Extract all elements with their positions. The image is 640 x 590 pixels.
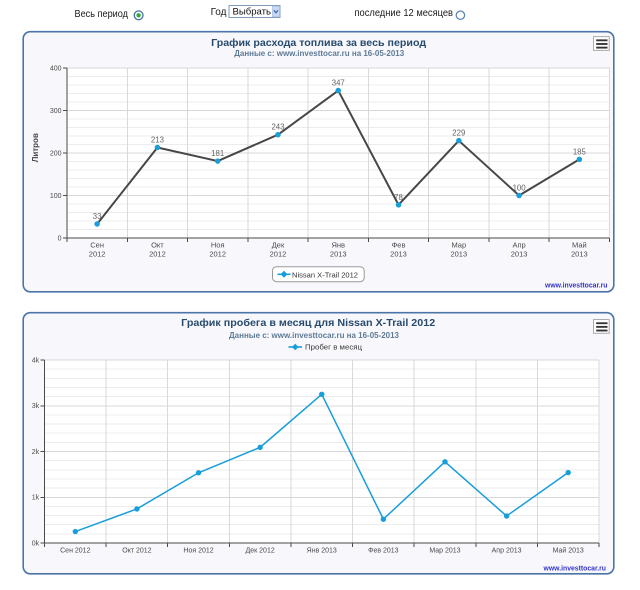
- svg-text:Май 2013: Май 2013: [553, 546, 584, 554]
- svg-text:400: 400: [50, 65, 62, 72]
- svg-text:2012: 2012: [149, 249, 166, 258]
- svg-text:Фев 2013: Фев 2013: [368, 547, 399, 554]
- svg-text:100: 100: [50, 193, 62, 200]
- svg-text:Ноя: Ноя: [211, 240, 225, 249]
- svg-text:График пробега в месяц для Nis: График пробега в месяц для Nissan X-Trai…: [181, 317, 435, 329]
- svg-text:Сен: Сен: [90, 240, 104, 249]
- svg-text:Сен 2012: Сен 2012: [60, 547, 90, 554]
- svg-text:Данные с: www.investtocar.ru н: Данные с: www.investtocar.ru на 16-05-20…: [234, 49, 405, 58]
- svg-text:347: 347: [332, 79, 345, 88]
- svg-text:последние 12 месяцев: последние 12 месяцев: [355, 8, 454, 19]
- svg-text:2012: 2012: [209, 249, 226, 258]
- svg-text:Янв 2013: Янв 2013: [307, 547, 337, 554]
- svg-text:33: 33: [93, 212, 102, 221]
- svg-text:2013: 2013: [511, 249, 528, 258]
- svg-text:300: 300: [50, 108, 62, 115]
- svg-text:213: 213: [151, 135, 164, 144]
- svg-text:200: 200: [50, 150, 62, 157]
- svg-text:Окт 2012: Окт 2012: [122, 547, 151, 554]
- svg-text:229: 229: [452, 129, 465, 138]
- svg-text:Литров: Литров: [31, 133, 40, 162]
- svg-text:0: 0: [58, 235, 62, 242]
- svg-text:78: 78: [394, 193, 403, 202]
- svg-text:1k: 1k: [32, 495, 40, 502]
- svg-text:График расхода топлива за весь: График расхода топлива за весь период: [211, 37, 426, 49]
- svg-text:3k: 3k: [32, 403, 40, 410]
- svg-text:Мар 2013: Мар 2013: [429, 547, 460, 554]
- svg-text:Май: Май: [572, 240, 587, 249]
- svg-text:2012: 2012: [89, 249, 106, 258]
- svg-text:www.investtocar.ru: www.investtocar.ru: [544, 282, 607, 289]
- svg-text:Nissan X-Trail 2012: Nissan X-Trail 2012: [292, 270, 358, 279]
- svg-text:Мар: Мар: [451, 240, 466, 249]
- svg-text:Данные с: www.investtocar.ru н: Данные с: www.investtocar.ru на 16-05-20…: [229, 331, 400, 340]
- svg-text:Дек: Дек: [272, 240, 285, 249]
- svg-text:Фев: Фев: [392, 240, 406, 249]
- svg-text:2013: 2013: [390, 249, 407, 258]
- svg-text:Янв: Янв: [331, 240, 345, 249]
- svg-text:2013: 2013: [330, 249, 347, 258]
- svg-text:100: 100: [513, 184, 527, 193]
- svg-text:www.investtocar.ru: www.investtocar.ru: [543, 566, 606, 573]
- svg-text:243: 243: [271, 123, 284, 132]
- svg-text:Окт: Окт: [151, 240, 164, 249]
- svg-text:0k: 0k: [32, 540, 40, 547]
- svg-text:Выбрать: Выбрать: [233, 6, 272, 17]
- svg-text:2013: 2013: [571, 249, 588, 258]
- svg-text:4k: 4k: [32, 357, 40, 364]
- svg-text:Дек 2012: Дек 2012: [246, 547, 275, 554]
- svg-text:2013: 2013: [450, 249, 467, 258]
- svg-text:Ноя 2012: Ноя 2012: [183, 547, 213, 554]
- svg-text:Апр: Апр: [512, 240, 525, 249]
- svg-text:2012: 2012: [270, 249, 287, 258]
- svg-text:185: 185: [573, 147, 587, 156]
- svg-text:181: 181: [211, 149, 224, 158]
- svg-text:Весь период: Весь период: [75, 9, 129, 20]
- svg-text:Пробег в месяц: Пробег в месяц: [305, 343, 363, 352]
- svg-text:2k: 2k: [32, 449, 40, 456]
- svg-text:Год: Год: [211, 7, 227, 18]
- svg-text:Апр 2013: Апр 2013: [492, 547, 522, 554]
